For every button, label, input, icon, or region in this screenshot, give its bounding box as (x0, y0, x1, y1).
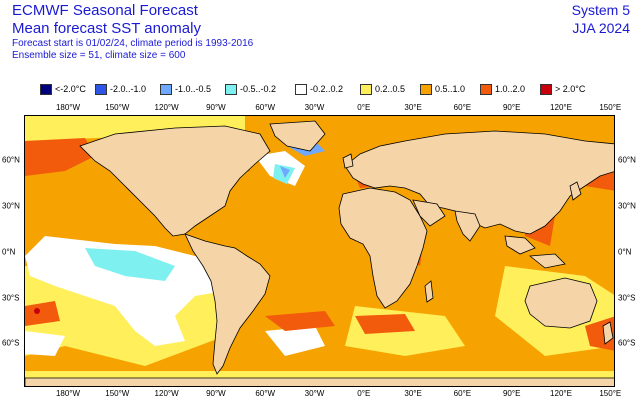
ensemble-info: Ensemble size = 51, climate size = 600 (12, 50, 186, 61)
japan (569, 181, 582, 201)
land-masses (25, 120, 614, 386)
x-tick-label: 90°W (206, 389, 226, 398)
legend-label: 0.2..0.5 (375, 84, 406, 94)
southeast-asia (504, 235, 536, 255)
legend-label: -0.5..-0.2 (240, 84, 277, 94)
legend-item: 0.5..1.0 (420, 82, 465, 96)
x-tick-label: 30°W (304, 103, 325, 112)
x-tick-label: 60°W (255, 103, 276, 112)
north-america (79, 125, 271, 237)
x-tick-label: 150°W (105, 103, 130, 112)
indonesia (528, 253, 566, 269)
system-label: System 5 (571, 2, 630, 18)
legend-label: -2.0..-1.0 (110, 84, 147, 94)
x-tick-label: 60°E (453, 389, 472, 398)
legend-item: -0.2..0.2 (295, 82, 343, 96)
legend-label: -1.0..-0.5 (175, 84, 212, 94)
legend-label: <-2.0°C (55, 84, 86, 94)
british-isles (342, 153, 354, 169)
legend-label: 0.5..1.0 (435, 84, 466, 94)
legend-swatch (295, 83, 307, 95)
new-zealand (602, 321, 614, 345)
y-tick-label-right: 30°N (618, 201, 636, 211)
y-tick-label-left: 30°S (2, 293, 20, 303)
legend-item: > 2.0°C (540, 82, 585, 96)
australia (524, 277, 598, 329)
subtitle: Mean forecast SST anomaly (12, 20, 201, 37)
x-tick-label: 180°W (55, 389, 81, 398)
y-tick-label-left: 0°N (2, 247, 16, 257)
legend-label: -0.2..0.2 (310, 84, 344, 94)
x-tick-label: 120°W (154, 103, 179, 112)
legend-swatch (480, 83, 492, 95)
x-tick-label: 120°E (550, 103, 572, 112)
x-tick-label: 60°W (255, 389, 276, 398)
forecast-info: Forecast start is 01/02/24, climate peri… (12, 38, 254, 49)
y-tick-label-left: 60°N (2, 155, 20, 165)
legend-item: 0.2..0.5 (360, 82, 405, 96)
title: ECMWF Seasonal Forecast (12, 2, 198, 19)
x-tick-label: 60°E (453, 103, 472, 112)
legend-label: > 2.0°C (555, 84, 586, 94)
y-tick-label-left: 60°S (2, 338, 20, 348)
x-tick-label: 120°W (154, 389, 179, 398)
legend-swatch (540, 83, 552, 95)
greenland (269, 120, 326, 152)
legend-swatch (160, 83, 172, 95)
legend-swatch (420, 83, 432, 95)
legend-item: -0.5..-0.2 (225, 82, 276, 96)
y-tick-label-right: 60°S (618, 338, 636, 348)
x-tick-label: 90°W (206, 103, 226, 112)
x-tick-label: 180°W (55, 103, 81, 112)
arabia (412, 199, 446, 227)
madagascar (424, 280, 434, 303)
y-tick-label-right: 30°S (618, 293, 636, 303)
x-tick-label: 90°E (502, 389, 521, 398)
x-tick-label: 30°E (404, 389, 422, 398)
south-america (184, 233, 271, 375)
x-tick-label: 30°E (404, 103, 422, 112)
india (454, 210, 481, 242)
antarctica (25, 377, 614, 386)
legend-swatch (95, 83, 107, 95)
x-tick-label: 0°E (357, 389, 371, 398)
x-tick-label: 30°W (304, 389, 325, 398)
x-tick-label: 150°W (105, 389, 130, 398)
x-tick-label: 0°E (357, 103, 371, 112)
eurasia (344, 130, 614, 235)
legend-item: 1.0..2.0 (480, 82, 525, 96)
legend-swatch (225, 83, 237, 95)
legend-item: <-2.0°C (40, 82, 86, 96)
sst-anomaly-map (24, 115, 615, 387)
x-tick-label: 150°E (599, 103, 622, 112)
x-tick-label: 120°E (550, 389, 572, 398)
legend-item: -2.0..-1.0 (95, 82, 146, 96)
legend-swatch (360, 83, 372, 95)
season-label: JJA 2024 (572, 20, 630, 36)
anomaly-neutral-regions (25, 151, 325, 356)
x-tick-label: 150°E (599, 389, 622, 398)
color-legend: <-2.0°C -2.0..-1.0 -1.0..-0.5 -0.5..-0.2 -0.… (40, 82, 585, 96)
legend-item: -1.0..-0.5 (160, 82, 211, 96)
y-tick-label-right: 0°N (618, 247, 632, 257)
africa (338, 187, 428, 309)
x-tick-label: 90°E (502, 103, 521, 112)
legend-label: 1.0..2.0 (495, 84, 526, 94)
y-tick-label-left: 30°N (2, 201, 20, 211)
y-tick-label-right: 60°N (618, 155, 636, 165)
legend-swatch (40, 83, 52, 95)
